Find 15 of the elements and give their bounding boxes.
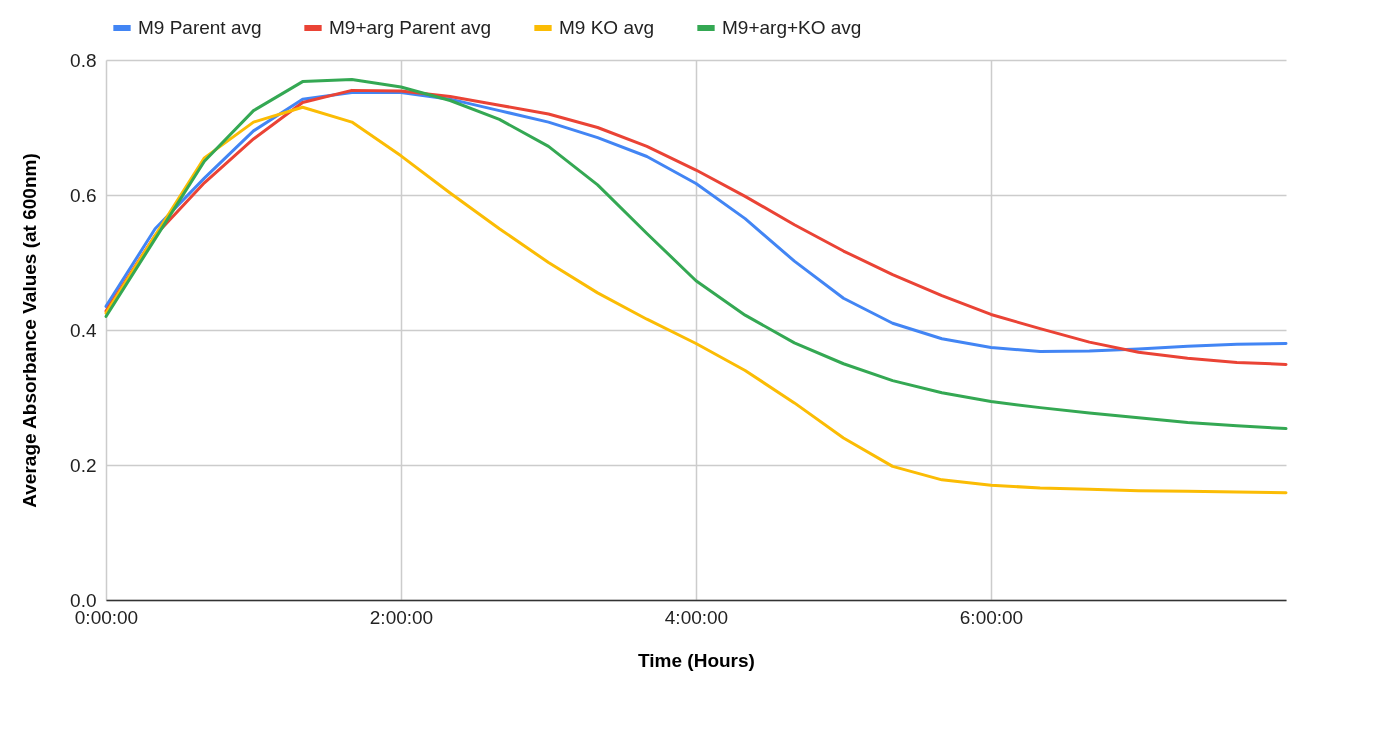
x-axis-title: Time (Hours) [638, 649, 755, 671]
x-tick-label: 6:00:00 [959, 606, 1024, 628]
x-tick-label: 4:00:00 [664, 606, 729, 628]
y-axis-title: Average Absorbance Values (at 600nm) [19, 153, 41, 508]
legend-label: M9 Parent avg [138, 17, 262, 38]
x-tick-label: 2:00:00 [369, 606, 434, 628]
legend-label: M9+arg Parent avg [329, 17, 492, 38]
y-tick-label: 0.8 [70, 49, 97, 71]
y-tick-label: 0.4 [70, 319, 97, 341]
legend-label: M9+arg+KO avg [722, 17, 862, 38]
line-series [104, 105, 1288, 495]
y-tick-label: 0.2 [70, 454, 97, 476]
y-tick-label: 0.6 [70, 184, 97, 206]
line-series [104, 78, 1288, 431]
legend-label: M9 KO avg [559, 17, 655, 38]
